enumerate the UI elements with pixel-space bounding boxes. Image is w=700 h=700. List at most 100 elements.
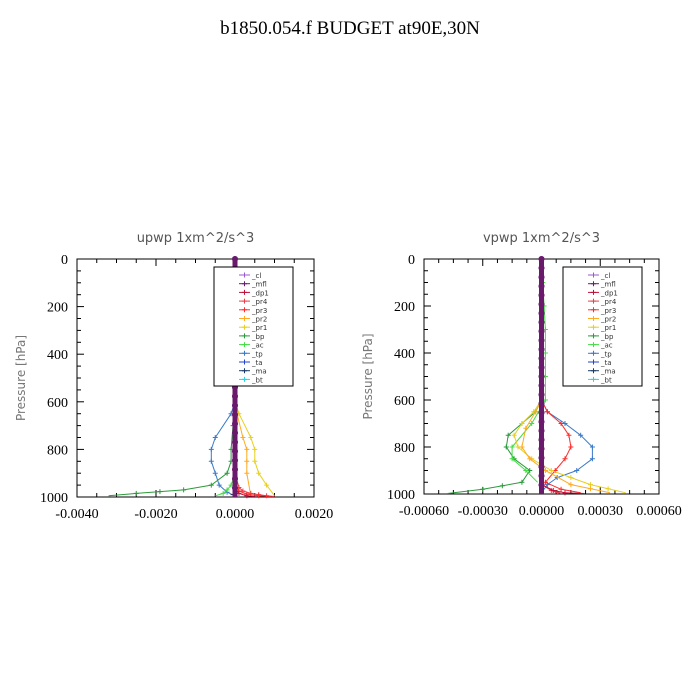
series-point-mfl <box>538 265 545 272</box>
legend-marker <box>591 350 596 356</box>
legend-label: _ma <box>600 368 616 376</box>
series-point-pr2 <box>244 458 250 464</box>
series-point-mfl <box>232 411 238 418</box>
x-tick-label: 0.00030 <box>578 504 624 519</box>
series-point-bp <box>519 479 525 485</box>
series-point-tp <box>574 468 580 473</box>
series-point-mfl <box>538 301 545 308</box>
series-point-mfl <box>538 328 545 335</box>
legend-label: _pr3 <box>600 307 616 315</box>
series-point-mfl <box>538 283 545 290</box>
legend-marker <box>242 324 247 330</box>
series-point-pr1 <box>605 486 611 492</box>
series-point-mfl <box>232 439 238 446</box>
legend-label: _ac <box>251 342 264 350</box>
series-point-tp <box>208 458 214 464</box>
series-point-pr1 <box>252 446 258 452</box>
legend-marker <box>591 289 596 295</box>
series-point-mfl <box>538 256 545 262</box>
series-point-pr1 <box>548 468 554 473</box>
legend-label: _pr4 <box>600 298 617 306</box>
series-point-mfl <box>538 292 545 299</box>
legend-label: _ac <box>600 342 613 350</box>
series-point-mfl <box>538 454 545 461</box>
series-point-mfl <box>232 420 238 427</box>
series-point-pr3 <box>558 421 564 426</box>
series-point-mfl <box>538 463 545 470</box>
series-point-pr2 <box>533 409 539 415</box>
legend-marker <box>242 342 247 348</box>
series-point-tp <box>208 446 214 452</box>
legend-label: _mfl <box>600 281 616 289</box>
series-point-pr1 <box>264 482 270 488</box>
legend-marker <box>591 333 596 339</box>
series-point-bp <box>133 490 139 496</box>
legend-label: _pr2 <box>600 316 616 324</box>
series-point-pr2 <box>568 482 574 488</box>
series-point-ac <box>523 468 529 473</box>
legend-label: _bp <box>251 333 265 341</box>
y-tick-label: 0 <box>408 253 415 268</box>
legend-box <box>213 266 294 387</box>
series-point-pr3 <box>558 486 564 492</box>
legend-marker <box>591 316 596 321</box>
series-point-pr2 <box>244 470 250 476</box>
series-point-mfl <box>538 472 545 479</box>
series-point-bp <box>224 470 230 476</box>
y-tick-label: 400 <box>47 348 68 363</box>
series-point-bp <box>505 432 511 438</box>
series-point-pr1 <box>511 432 517 438</box>
series-point-bp <box>181 487 187 493</box>
series-point-bp <box>208 482 214 488</box>
x-tick-label: 0.00060 <box>636 504 682 519</box>
legend-marker <box>242 307 247 313</box>
series-point-mfl <box>538 373 545 380</box>
series-point-ac <box>509 444 515 450</box>
series-point-pr2 <box>244 446 250 452</box>
legend-label: _cl <box>251 272 261 280</box>
x-tick-label: -0.00060 <box>399 504 449 519</box>
y-tick-label: 800 <box>394 441 415 456</box>
legend-marker <box>242 298 247 304</box>
series-point-mfl <box>538 364 545 371</box>
series-point-pr1 <box>568 475 574 481</box>
y-tick-label: 600 <box>394 394 415 409</box>
legend-marker <box>591 368 596 374</box>
series-point-pr3 <box>566 432 572 438</box>
series-point-bp <box>499 483 505 489</box>
y-tick-label: 400 <box>394 347 415 362</box>
legend-marker <box>242 281 247 287</box>
page-title: b1850.054.f BUDGET at90E,30N <box>220 18 480 39</box>
series-point-pr3 <box>568 444 574 450</box>
series-point-mfl <box>538 310 545 317</box>
series-point-mfl <box>538 319 545 326</box>
series-point-tp <box>578 432 584 438</box>
series-point-pr2 <box>519 444 525 450</box>
legend-marker <box>242 359 247 365</box>
legend-label: _tp <box>251 350 263 358</box>
series-point-bp <box>503 444 509 450</box>
series-point-mfl <box>538 481 545 488</box>
series-point-mfl <box>232 393 238 400</box>
x-tick-label: 0.00000 <box>519 504 565 519</box>
series-point-pr1 <box>256 470 262 476</box>
legend-marker <box>242 316 247 321</box>
series-point-mfl <box>538 391 545 398</box>
legend-label: _ma <box>251 368 267 376</box>
legend-marker <box>242 289 247 295</box>
series-point-mfl <box>538 400 545 407</box>
y-tick-label: 800 <box>47 443 68 458</box>
series-point-pr2 <box>240 435 246 440</box>
chart-panel-2: vpwp 1xm^2/s^3 Pressure [hPa] 0 200 400 600 80… <box>361 231 682 519</box>
legend-label: _bp <box>600 333 614 341</box>
series-point-dp1 <box>550 487 556 493</box>
series-point-bp <box>157 489 163 495</box>
x-tick-label: 0.0020 <box>295 507 334 522</box>
series-point-tp <box>212 435 218 440</box>
series-point-dp1 <box>562 490 568 496</box>
legend-marker <box>242 333 247 339</box>
y-tick-label: 1000 <box>387 488 415 503</box>
legend-label: _mfl <box>251 281 267 289</box>
series-point-tp <box>212 470 218 476</box>
legend-marker <box>591 324 596 330</box>
